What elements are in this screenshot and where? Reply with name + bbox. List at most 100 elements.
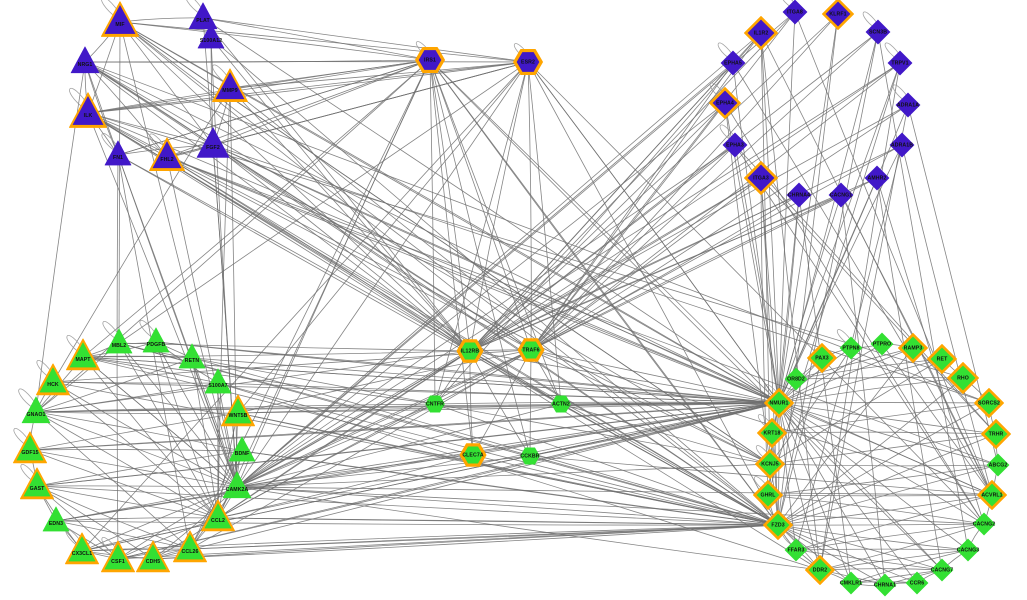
node-shape-diamond[interactable]: [766, 513, 790, 537]
node-shape-hexagon[interactable]: [516, 52, 540, 72]
graph-node[interactable]: GAST: [20, 467, 54, 500]
node-shape-diamond[interactable]: [828, 182, 854, 208]
node-shape-triangle[interactable]: [72, 96, 104, 125]
node-shape-triangle[interactable]: [196, 127, 230, 158]
graph-node[interactable]: PLAT: [188, 2, 218, 30]
graph-node[interactable]: RHO: [947, 362, 979, 394]
graph-node[interactable]: GHRL: [753, 480, 783, 510]
node-shape-triangle[interactable]: [197, 23, 225, 49]
node-shape-hexagon[interactable]: [418, 50, 442, 70]
node-shape-diamond[interactable]: [720, 50, 746, 76]
node-shape-diamond[interactable]: [905, 571, 929, 595]
graph-node[interactable]: CCR6: [905, 571, 929, 595]
node-shape-hexagon[interactable]: [520, 447, 540, 465]
node-shape-diamond[interactable]: [956, 538, 980, 562]
node-shape-diamond[interactable]: [870, 332, 894, 356]
node-shape-hexagon[interactable]: [425, 395, 445, 413]
node-shape-diamond[interactable]: [722, 132, 748, 158]
node-shape-triangle[interactable]: [39, 367, 67, 393]
node-shape-triangle[interactable]: [16, 435, 44, 461]
node-shape-triangle[interactable]: [23, 471, 51, 497]
node-shape-triangle[interactable]: [178, 343, 206, 369]
node-shape-diamond[interactable]: [810, 346, 834, 370]
graph-node[interactable]: EDN3: [42, 506, 70, 532]
node-shape-diamond[interactable]: [895, 92, 921, 118]
node-shape-triangle[interactable]: [104, 5, 136, 34]
node-shape-diamond[interactable]: [901, 336, 925, 360]
graph-node[interactable]: TRHR: [981, 419, 1011, 449]
graph-node[interactable]: ABCG2: [986, 453, 1010, 477]
node-shape-triangle[interactable]: [70, 46, 100, 74]
graph-node[interactable]: KLRF1: [822, 0, 854, 30]
node-shape-triangle[interactable]: [224, 398, 252, 424]
graph-node[interactable]: CACNG3: [956, 538, 980, 562]
node-shape-triangle[interactable]: [104, 140, 132, 166]
graph-node[interactable]: MMP9: [212, 68, 248, 103]
node-shape-diamond[interactable]: [986, 453, 1010, 477]
node-shape-diamond[interactable]: [980, 483, 1004, 507]
node-shape-hexagon[interactable]: [460, 342, 480, 360]
graph-node[interactable]: PDGFB: [142, 327, 170, 353]
node-shape-diamond[interactable]: [808, 558, 832, 582]
graph-node[interactable]: SORCS2: [974, 388, 1004, 418]
node-shape-diamond[interactable]: [839, 336, 863, 360]
node-shape-hexagon[interactable]: [463, 446, 483, 464]
node-shape-triangle[interactable]: [139, 544, 167, 570]
graph-node[interactable]: AMHR2: [864, 165, 890, 191]
graph-node[interactable]: MAPT: [66, 338, 100, 371]
node-shape-diamond[interactable]: [887, 50, 913, 76]
node-shape-diamond[interactable]: [784, 538, 808, 562]
node-shape-diamond[interactable]: [760, 421, 784, 445]
graph-node[interactable]: DDR2: [805, 555, 835, 585]
node-shape-diamond[interactable]: [977, 391, 1001, 415]
node-shape-triangle[interactable]: [204, 368, 232, 394]
node-shape-diamond[interactable]: [839, 571, 863, 595]
node-shape-hexagon[interactable]: [551, 395, 571, 413]
node-shape-diamond[interactable]: [782, 0, 808, 25]
node-shape-diamond[interactable]: [930, 347, 954, 371]
node-shape-diamond[interactable]: [825, 1, 851, 27]
graph-node[interactable]: ESR2: [513, 48, 543, 76]
graph-node[interactable]: GDF15: [13, 431, 47, 464]
graph-node[interactable]: IL1R2: [744, 16, 778, 50]
graph-node[interactable]: PAX3: [807, 343, 837, 373]
graph-node[interactable]: MIF: [101, 1, 139, 37]
node-shape-diamond[interactable]: [784, 367, 808, 391]
graph-node[interactable]: MBL2: [105, 328, 133, 354]
node-shape-triangle[interactable]: [176, 534, 204, 560]
node-shape-triangle[interactable]: [228, 436, 256, 462]
graph-node[interactable]: PTPRO: [870, 332, 894, 356]
node-shape-triangle[interactable]: [142, 327, 170, 353]
node-shape-diamond[interactable]: [758, 452, 782, 476]
graph-node[interactable]: KCNJ5: [755, 449, 785, 479]
node-shape-diamond[interactable]: [864, 165, 890, 191]
node-shape-diamond[interactable]: [873, 573, 897, 597]
graph-node[interactable]: ADRA1B: [889, 132, 915, 158]
node-shape-triangle[interactable]: [42, 506, 70, 532]
node-shape-triangle[interactable]: [188, 2, 218, 30]
node-shape-triangle[interactable]: [68, 536, 96, 562]
node-shape-diamond[interactable]: [930, 558, 954, 582]
node-shape-diamond[interactable]: [786, 182, 812, 208]
node-shape-triangle[interactable]: [215, 72, 245, 100]
node-shape-diamond[interactable]: [984, 422, 1008, 446]
node-shape-diamond[interactable]: [747, 19, 775, 47]
graph-node[interactable]: RAMP3: [898, 333, 928, 363]
graph-node[interactable]: ACVRL1: [977, 480, 1007, 510]
node-shape-hexagon[interactable]: [521, 341, 541, 359]
graph-node[interactable]: NRG1: [70, 46, 100, 74]
node-shape-diamond[interactable]: [889, 132, 915, 158]
node-shape-diamond[interactable]: [950, 365, 976, 391]
node-shape-triangle[interactable]: [105, 328, 133, 354]
graph-node[interactable]: RET: [927, 344, 957, 374]
node-shape-triangle[interactable]: [222, 471, 252, 499]
node-shape-diamond[interactable]: [972, 512, 996, 536]
node-shape-triangle[interactable]: [104, 544, 132, 570]
node-shape-triangle[interactable]: [21, 396, 51, 424]
node-shape-diamond[interactable]: [712, 90, 738, 116]
graph-node[interactable]: TRAF6: [517, 338, 545, 362]
node-shape-triangle[interactable]: [204, 503, 232, 529]
